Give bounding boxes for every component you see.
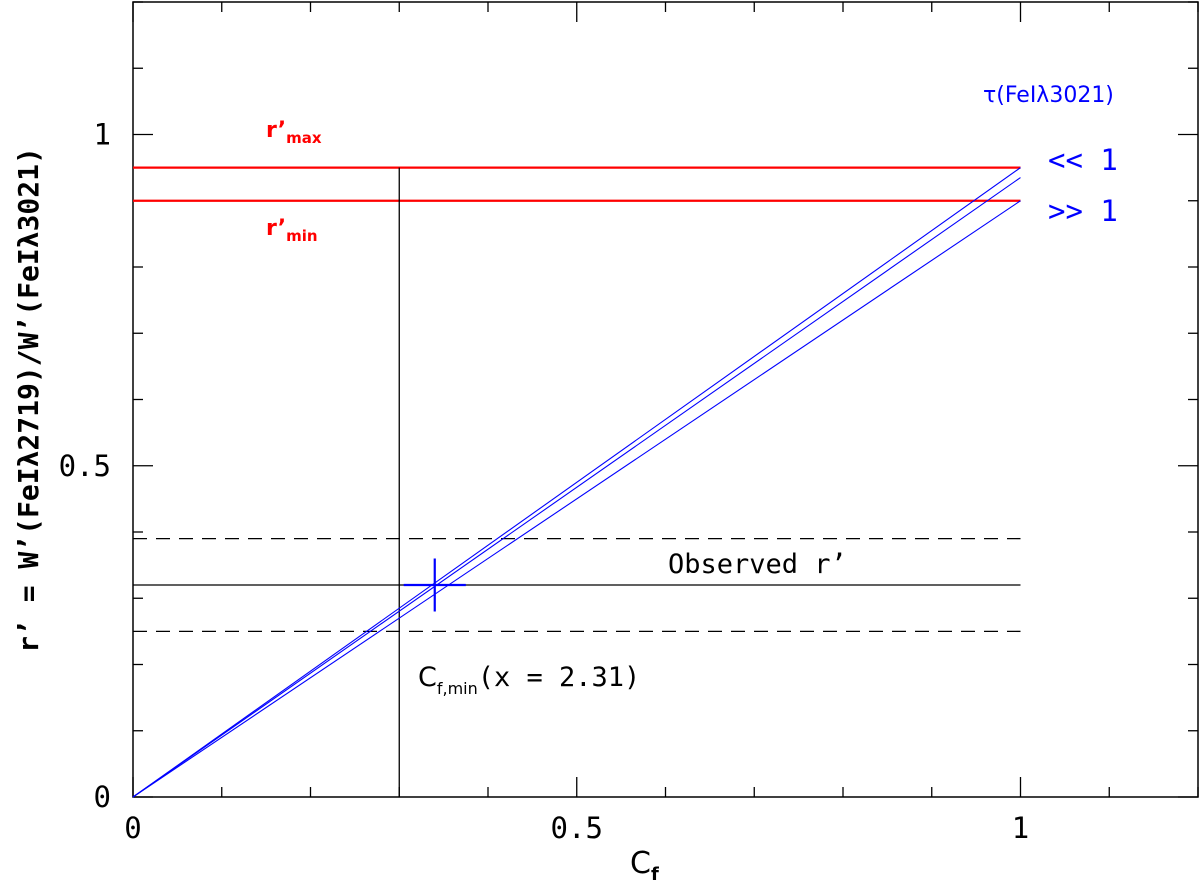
tau-low-label: << 1: [1048, 143, 1118, 177]
x-tick-label: 0: [124, 811, 141, 845]
r-max-label: r’max: [266, 118, 322, 147]
axis-tick-labels: 0 0.5 1 0 0.5 1: [59, 118, 1030, 846]
tau-high-label: >> 1: [1048, 194, 1118, 228]
reference-lines: [133, 166, 1021, 797]
observed-label: Observed r’: [668, 549, 847, 580]
axis-ticks: [132, 1, 1199, 798]
model-line: [132, 200, 1021, 798]
observed-marker: [403, 558, 466, 612]
model-line: [132, 177, 1021, 798]
x-axis-label: Cf: [630, 846, 659, 885]
cf-min-label: Cf,min(x = 2.31): [418, 662, 640, 698]
tau-legend-title: τ(FeIλ3021): [983, 83, 1114, 108]
y-tick-label: 0: [94, 780, 111, 814]
y-axis-label: r’ = W’(FeIλ2719)/W’(FeIλ3021): [12, 147, 45, 653]
r-min-label: r’min: [266, 216, 318, 245]
model-line: [132, 167, 1021, 798]
plot-frame: [132, 1, 1199, 798]
y-tick-label: 1: [94, 118, 111, 152]
model-lines: [132, 167, 1021, 798]
x-tick-label: 1: [1012, 811, 1029, 845]
x-tick-label: 0.5: [551, 811, 603, 845]
y-tick-label: 0.5: [59, 449, 111, 483]
